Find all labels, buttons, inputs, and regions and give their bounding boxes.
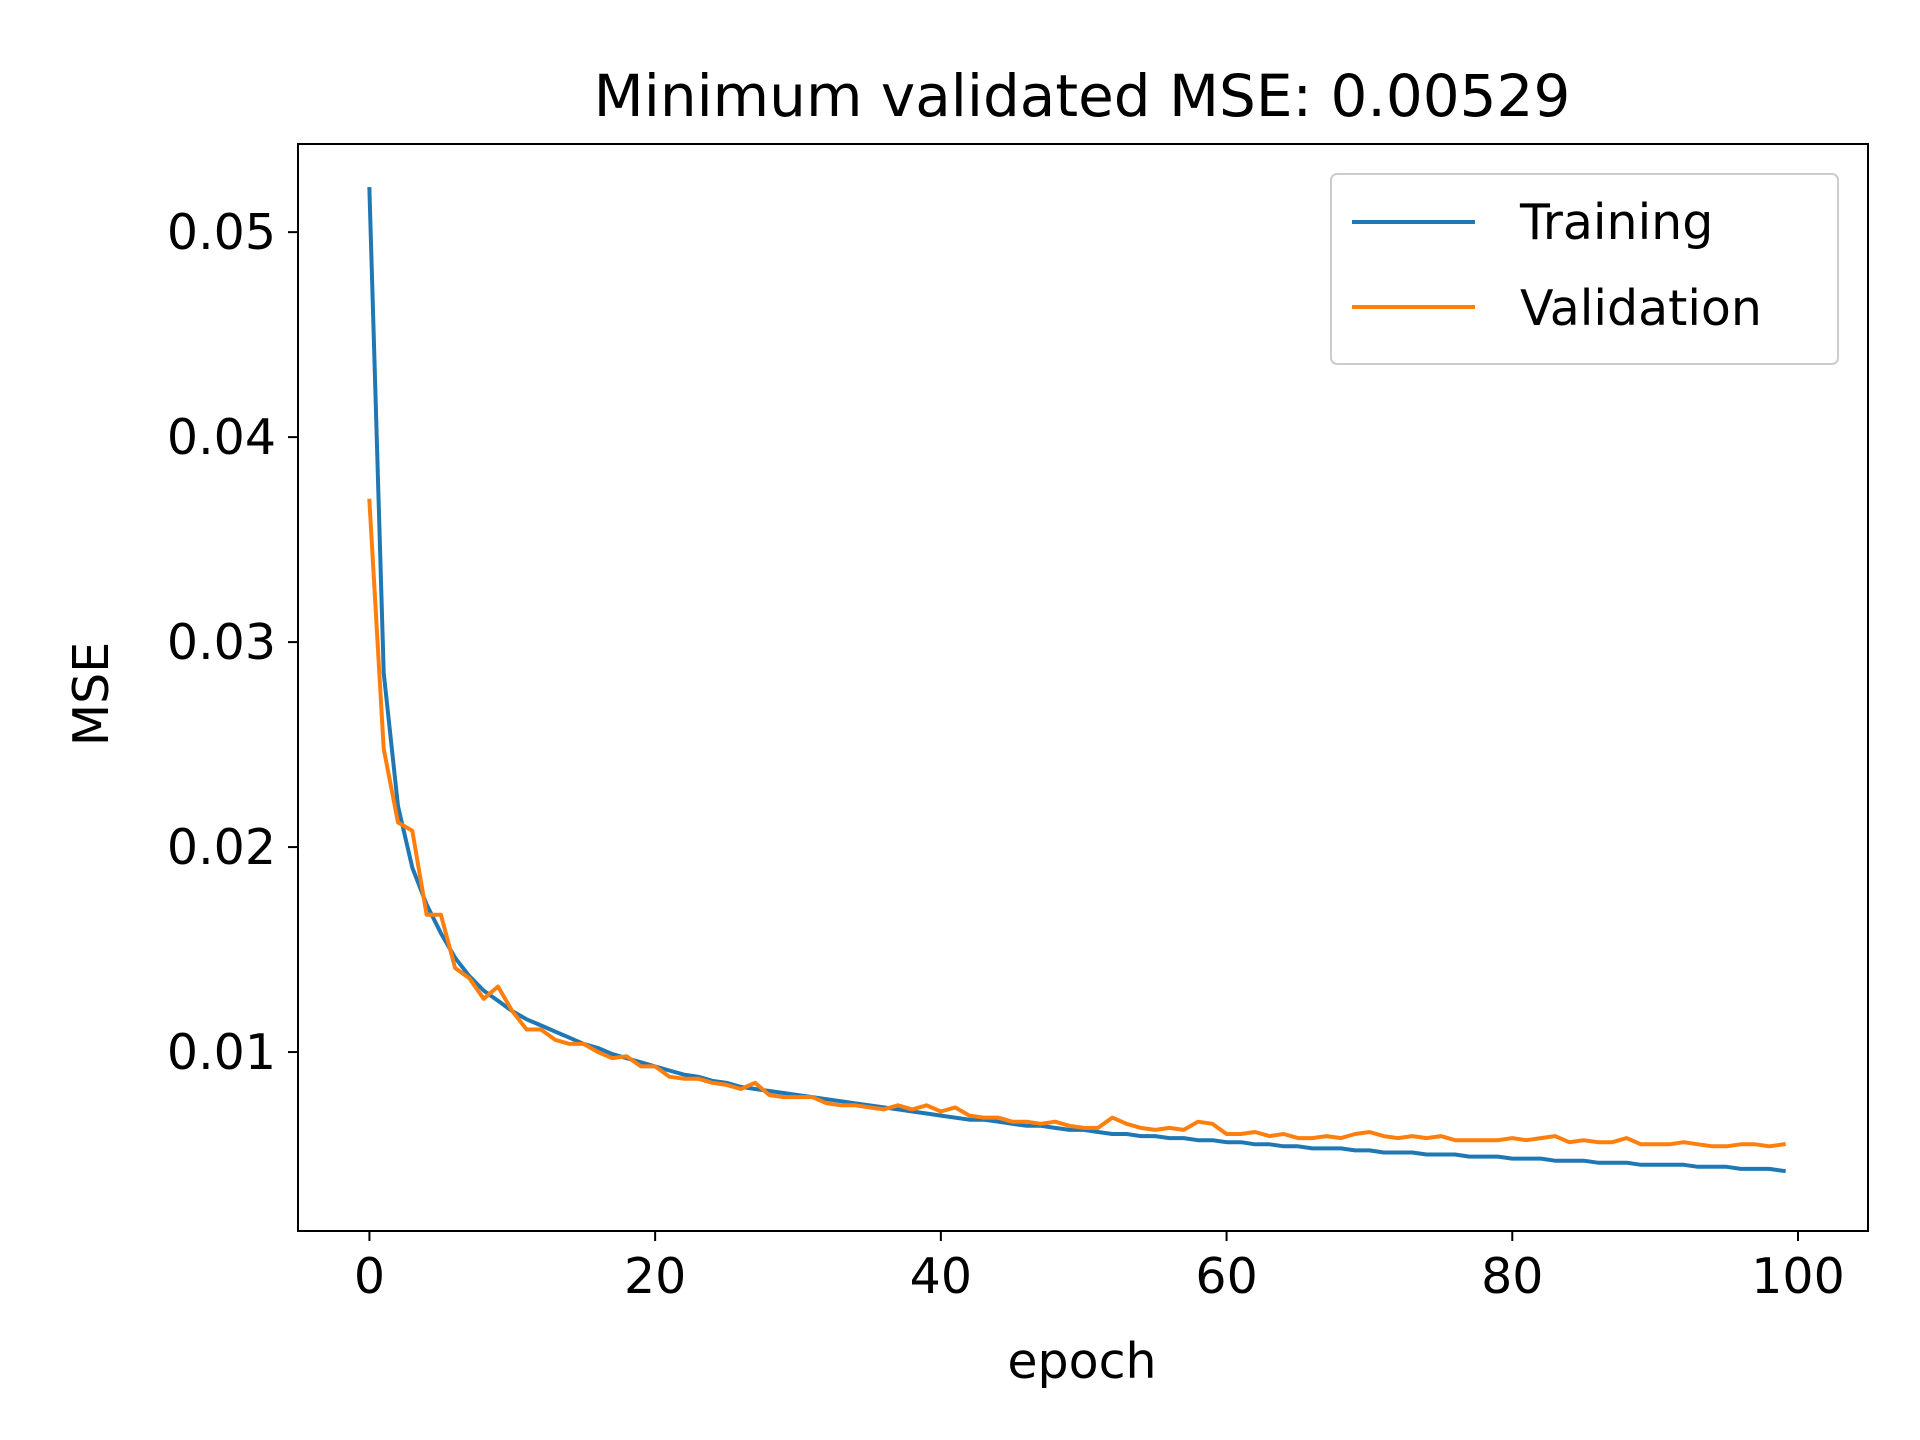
y-axis-label: MSE (63, 642, 120, 746)
y-tick-label: 0.05 (167, 204, 276, 261)
y-axis-ticks: 0.01 0.02 0.03 0.04 0.05 (167, 204, 298, 1081)
x-axis-label: epoch (1007, 1333, 1156, 1390)
y-tick-label: 0.04 (167, 409, 276, 466)
y-tick-label: 0.01 (167, 1024, 276, 1081)
plot-area-frame (297, 143, 1869, 1232)
x-tick-label: 80 (1481, 1248, 1543, 1305)
y-tick-label: 0.03 (167, 614, 276, 671)
series-line-validation (367, 498, 1786, 1149)
y-tick-label: 0.02 (167, 819, 276, 876)
legend-label-training: Training (1519, 194, 1713, 251)
legend: Training Validation (1330, 173, 1839, 365)
x-tick-label: 0 (354, 1248, 385, 1305)
x-tick-label: 100 (1751, 1248, 1845, 1305)
x-tick-label: 60 (1195, 1248, 1257, 1305)
x-axis-ticks: 0 20 40 60 80 100 (354, 1231, 1845, 1305)
chart-title: Minimum validated MSE: 0.00529 (594, 62, 1571, 130)
x-tick-label: 20 (624, 1248, 686, 1305)
series-line-training (367, 187, 1786, 1174)
legend-label-validation: Validation (1520, 280, 1762, 337)
x-tick-label: 40 (910, 1248, 972, 1305)
plot-lines (367, 187, 1786, 1174)
